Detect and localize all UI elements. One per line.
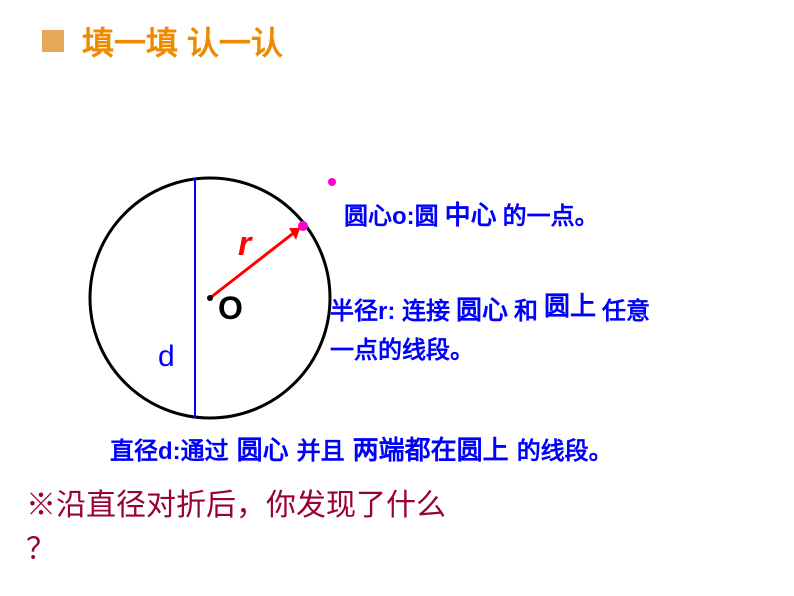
definition-radius-2: 一点的线段。 [330, 330, 474, 365]
text: 和 [514, 291, 538, 326]
text: 直径d:通过 [110, 431, 229, 466]
text-emphasis: 中心 [445, 195, 497, 232]
definition-diameter: 直径d:通过 圆心 并且 两端都在圆上 的线段。 [110, 430, 621, 467]
text: ？ [26, 524, 446, 568]
title-row: 填一填 认一认 [0, 0, 794, 64]
center-dot-icon [207, 295, 213, 301]
text-emphasis: 两端都在圆上 [353, 430, 509, 467]
radius-line [210, 228, 300, 298]
edge-dot-icon [298, 221, 308, 231]
diameter-label: d [158, 340, 175, 374]
radius-label: r [238, 225, 251, 264]
slide-title: 填一填 认一认 [82, 18, 283, 64]
text: ※沿直径对折后，你发现了什么 [26, 489, 446, 522]
center-label: O [218, 290, 243, 327]
text-emphasis: 圆心 [456, 290, 508, 327]
text-emphasis: 圆心 [237, 430, 289, 467]
circle-diagram [85, 168, 345, 433]
definition-radius-1: 半径r: 连接 圆心 和 圆上 任意 [330, 290, 770, 327]
text: 任意 [602, 291, 650, 326]
bullet-square-icon [42, 30, 64, 52]
text: 一点的线段。 [330, 337, 474, 364]
question-text: ※沿直径对折后，你发现了什么 ？ [26, 480, 446, 568]
definition-center: 圆心o:圆 中心 的一点。 [344, 195, 599, 232]
text-emphasis: 圆上 [544, 286, 596, 323]
text: 半径r: 连接 [330, 291, 450, 326]
text: 圆心o:圆 [344, 196, 439, 231]
outside-dot-icon [328, 178, 336, 186]
text: 的一点。 [503, 196, 599, 231]
text: 的线段。 [517, 431, 613, 466]
text: 并且 [297, 431, 345, 466]
